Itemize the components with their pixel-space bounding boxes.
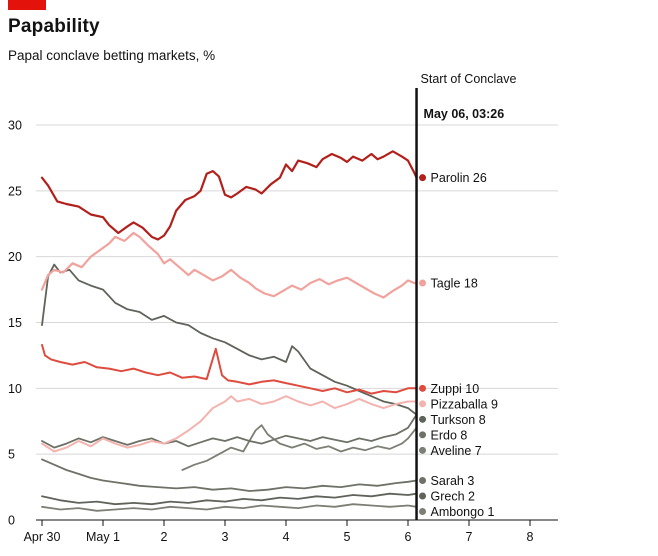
series-dot-aveline [419,446,427,454]
conclave-timestamp: May 06, 03:26 [424,107,505,121]
conclave-label: Start of Conclave [421,72,517,86]
y-axis-label: 20 [8,250,22,264]
x-axis-label: 4 [283,530,290,544]
series-line-sarah [41,458,418,492]
series-line-parolin [40,150,418,241]
series-line-aveline [181,424,418,471]
y-axis-label: 25 [8,184,22,198]
series-dot-zuppi [419,384,427,392]
series-dot-ambongo [419,508,427,515]
series-dot-sarah [419,477,427,484]
series-label-tagle: Tagle 18 [431,277,478,291]
series-label-zuppi: Zuppi 10 [431,382,480,396]
series-dot-parolin [419,174,427,182]
chart-subtitle: Papal conclave betting markets, % [8,48,216,63]
y-axis-label: 0 [8,514,15,528]
series-dot-grech [419,492,427,500]
x-axis-label: Apr 30 [24,530,61,544]
x-axis-label: 8 [527,530,534,544]
series-label-aveline: Aveline 7 [431,444,482,458]
series-line-ambongo [41,503,418,512]
series-label-sarah: Sarah 3 [431,474,475,488]
x-axis-label: 3 [222,530,229,544]
series-label-turkson: Turkson 8 [431,413,486,427]
series-label-erdo: Erdo 8 [431,428,468,442]
series-line-turkson [41,263,418,416]
chart-title: Papability [8,16,100,37]
economist-red-tab [8,0,46,10]
series-label-pizzaballa: Pizzaballa 9 [431,397,498,411]
x-axis-label: 5 [344,530,351,544]
series-dot-tagle [419,279,427,287]
series-line-erdo [41,413,418,449]
series-dot-turkson [419,415,427,423]
x-axis-label: May 1 [86,530,120,544]
series-label-grech: Grech 2 [431,490,476,504]
x-axis-label: 2 [161,530,168,544]
series-label-ambongo: Ambongo 1 [431,505,495,519]
x-axis-label: 7 [466,530,473,544]
y-axis-label: 5 [8,448,15,462]
y-axis-label: 15 [8,316,22,330]
series-line-tagle [40,231,418,299]
y-axis-label: 10 [8,382,22,396]
series-line-grech [41,492,418,506]
series-dot-pizzaballa [419,400,427,408]
series-dot-erdo [419,431,427,439]
series-line-pizzaballa [41,395,418,453]
y-axis-label: 30 [8,119,22,133]
series-line-zuppi [41,343,418,395]
series-label-parolin: Parolin 26 [431,171,487,185]
x-axis-label: 6 [405,530,412,544]
